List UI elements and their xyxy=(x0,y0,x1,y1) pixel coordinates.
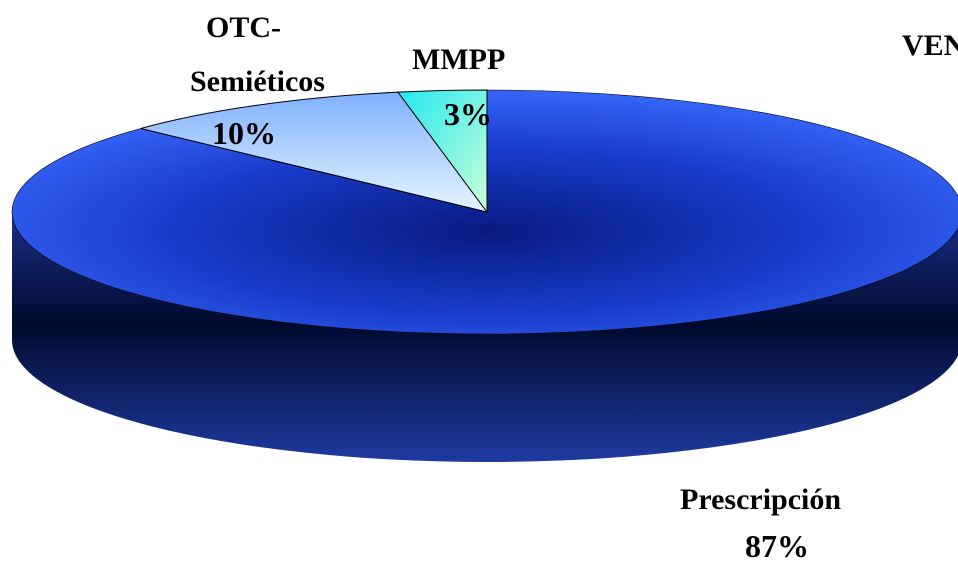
slice-value-otc: 10% xyxy=(212,115,276,151)
slice-label-otc-line1: OTC- xyxy=(206,11,281,44)
slice-label-mmpp: MMPP xyxy=(412,43,506,76)
chart-title: VEN xyxy=(902,29,958,62)
pie-slice-mmpp xyxy=(397,89,488,214)
pie-slice-otc xyxy=(140,91,489,213)
slice-value-prescripcion: 87% xyxy=(745,528,809,564)
slice-label-prescripcion: Prescripción xyxy=(680,483,842,516)
pie-side-wall xyxy=(12,212,958,462)
slice-label-otc-line2: Semiéticos xyxy=(190,65,325,98)
slice-value-mmpp: 3% xyxy=(444,96,492,132)
